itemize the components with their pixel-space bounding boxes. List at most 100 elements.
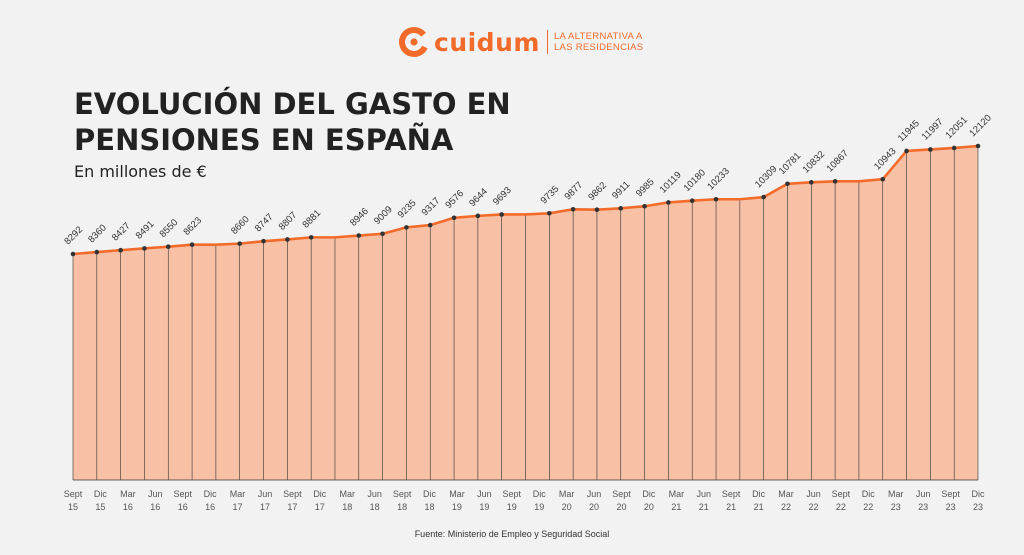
x-tick-label-year: 15 [95,502,105,512]
x-tick-label-year: 23 [946,502,956,512]
x-tick-label-year: 20 [644,502,654,512]
data-point [94,249,100,255]
data-point [618,206,624,211]
x-tick-label: Jun [697,489,712,499]
x-tick-label-year: 18 [425,502,435,512]
data-label: 8747 [253,212,276,235]
data-label: 11945 [896,118,922,144]
x-tick-label-year: 18 [370,502,380,512]
x-tick-label-year: 23 [973,502,983,512]
data-label: 8491 [134,219,157,242]
data-point [499,212,504,217]
x-tick-label: Sept [722,489,741,499]
data-point [427,222,433,228]
x-tick-label-year: 16 [150,502,160,512]
data-point [118,247,123,253]
x-tick-label-year: 19 [507,502,517,512]
x-tick-label: Mar [230,489,246,499]
brand-divider [546,30,548,54]
data-label: 8807 [277,210,300,233]
data-label: 9644 [467,186,490,209]
x-tick-label: Sept [832,489,851,499]
data-point [832,179,838,184]
data-point [808,180,814,185]
x-tick-label: Sept [173,489,192,499]
data-point [70,251,76,257]
x-tick-label-year: 17 [260,502,270,512]
data-point [285,237,290,242]
data-point [308,235,314,240]
x-tick-label-year: 16 [205,502,215,512]
data-label: 10832 [801,149,827,175]
data-point [761,194,766,200]
x-tick-label: Sept [503,489,522,499]
data-point [356,233,362,238]
x-tick-label: Jun [916,489,931,499]
x-tick-label: Dic [204,489,217,499]
x-tick-label: Dic [423,489,436,499]
data-point [713,196,719,202]
x-tick-label-year: 22 [781,502,791,512]
x-tick-label-year: 21 [754,502,764,512]
x-tick-label: Jun [148,489,163,499]
data-point [880,176,886,182]
x-tick-label-year: 19 [534,502,544,512]
x-tick-label-year: 15 [68,502,78,512]
x-tick-label: Dic [862,489,875,499]
data-label: 10867 [824,148,850,174]
x-tick-label: Dic [752,489,765,499]
data-label: 9576 [443,188,466,211]
x-tick-label-year: 22 [836,502,846,512]
x-tick-label-year: 22 [808,502,818,512]
data-point [142,246,147,251]
data-label: 9877 [562,180,585,203]
data-label: 8550 [158,217,181,240]
x-tick-label: Sept [941,489,960,499]
data-point [475,213,481,219]
data-label: 8881 [301,208,324,231]
x-tick-label: Jun [258,489,273,499]
brand-tagline-line2: LAS RESIDENCIAS [553,42,644,53]
x-tick-label-year: 20 [562,502,572,512]
x-tick-label-year: 18 [397,502,407,512]
data-label: 8292 [62,224,85,247]
x-tick-label: Jun [587,489,602,499]
data-label: 9317 [420,195,443,218]
data-point [380,231,385,237]
brand-tagline: LA ALTERNATIVA A LAS RESIDENCIAS [554,31,644,53]
data-point [666,200,671,205]
x-tick-label: Sept [393,489,412,499]
data-point [928,147,933,152]
x-tick-label-year: 22 [863,502,873,512]
x-tick-label-year: 17 [287,502,297,512]
data-label: 10119 [658,170,684,196]
data-point [975,143,981,149]
data-point [642,203,647,209]
data-point [404,225,409,230]
x-tick-label: Mar [669,489,685,499]
data-label: 8660 [229,214,252,237]
data-point [451,215,457,221]
brand-logo: cuidum LA ALTERNATIVA A LAS RESIDENCIAS [398,26,643,58]
x-tick-label: Dic [972,489,985,499]
data-label: 12120 [967,113,993,139]
data-point [261,238,266,244]
data-point [594,207,600,213]
brand-name: cuidum [434,27,540,57]
x-tick-label-year: 23 [891,502,901,512]
data-label: 9693 [491,185,514,208]
x-tick-label: Jun [367,489,382,499]
data-label: 8623 [181,215,204,238]
data-point [904,148,909,154]
data-label: 8946 [348,206,371,229]
data-label: 9235 [396,198,419,221]
x-tick-label: Dic [313,489,326,499]
x-tick-label: Mar [888,489,904,499]
x-tick-label: Jun [806,489,821,499]
x-tick-label: Mar [559,489,575,499]
x-tick-label-year: 16 [123,502,133,512]
x-tick-label: Mar [778,489,794,499]
x-tick-label: Sept [612,489,631,499]
x-tick-label: Dic [94,489,107,499]
